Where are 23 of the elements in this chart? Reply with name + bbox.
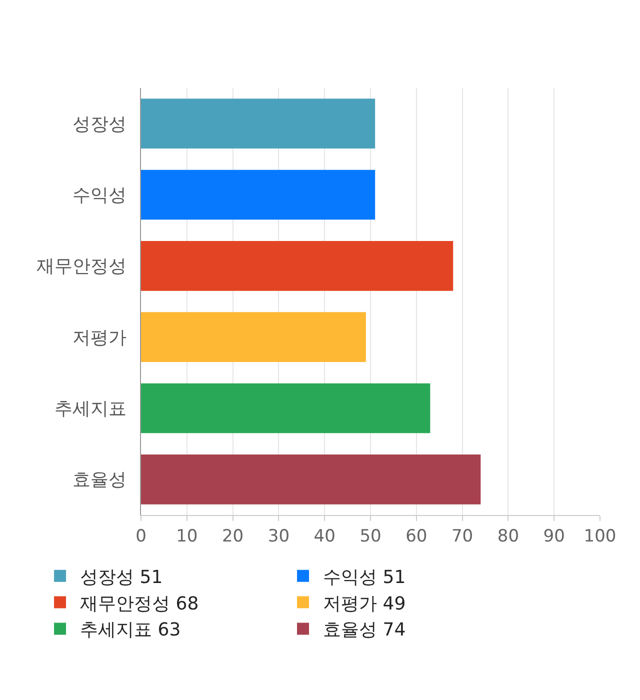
y-tick-label: 수익성 xyxy=(72,185,126,206)
legend-label: 효율성 74 xyxy=(323,620,406,641)
x-tick-label: 20 xyxy=(222,526,244,546)
x-tick-label: 90 xyxy=(543,526,565,546)
legend-label: 저평가 49 xyxy=(323,593,406,614)
x-tick-label: 50 xyxy=(360,526,382,546)
x-tick-label: 80 xyxy=(497,526,520,546)
legend-label: 수익성 51 xyxy=(323,566,406,588)
x-tick-label: 40 xyxy=(314,526,336,546)
y-tick-label: 성장성 xyxy=(72,114,126,135)
x-tick-label: 0 xyxy=(136,526,146,546)
legend-label: 추세지표 63 xyxy=(80,620,181,641)
y-tick-label: 추세지표 xyxy=(54,398,126,420)
legend-label: 재무안정성 68 xyxy=(80,593,199,614)
x-tick-label: 10 xyxy=(176,526,198,546)
y-tick-label: 재무안정성 xyxy=(36,256,126,278)
y-tick-label: 효율성 xyxy=(72,470,126,491)
x-tick-label: 60 xyxy=(406,526,428,546)
x-tick-label: 30 xyxy=(268,526,290,546)
y-tick-label: 저평가 xyxy=(72,327,126,348)
x-tick-label: 70 xyxy=(451,526,474,546)
legend-label: 성장성 51 xyxy=(80,566,163,588)
x-tick-label: 100 xyxy=(584,526,616,546)
